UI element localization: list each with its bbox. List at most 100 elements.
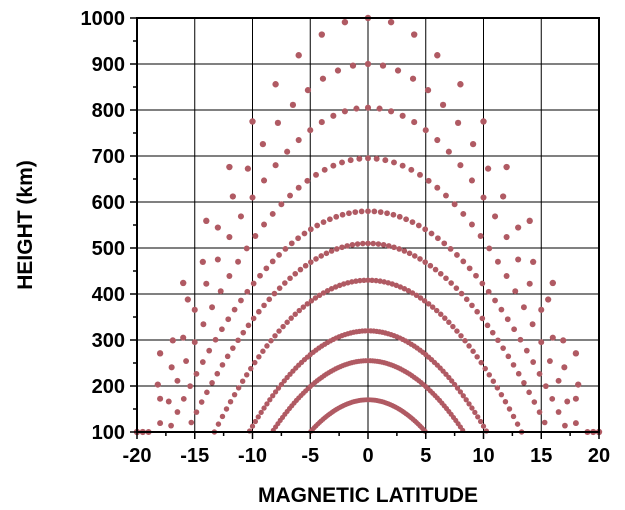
data-point (261, 221, 268, 228)
y-tick-label: 100 (92, 422, 125, 444)
data-point (546, 358, 553, 365)
data-point (396, 213, 403, 220)
data-point (206, 347, 213, 354)
data-point (264, 401, 270, 407)
data-point (261, 405, 267, 411)
data-point (443, 275, 449, 282)
data-point (276, 285, 283, 291)
data-point (503, 163, 510, 171)
data-point (489, 329, 496, 336)
data-point (282, 280, 288, 286)
data-point (267, 397, 273, 403)
data-point (257, 272, 263, 279)
data-point (500, 193, 507, 200)
data-point (427, 262, 434, 269)
data-point (313, 171, 319, 178)
data-point (469, 405, 475, 411)
data-point (235, 337, 241, 344)
data-point (365, 277, 371, 283)
data-point (409, 75, 417, 82)
data-point (334, 246, 340, 252)
x-tick-label: 15 (530, 445, 552, 467)
data-point (276, 252, 282, 258)
data-point (304, 87, 312, 94)
data-point (462, 338, 468, 344)
data-point (244, 288, 251, 295)
data-point (212, 336, 219, 343)
data-point (292, 270, 299, 277)
data-point (191, 306, 198, 313)
data-point (560, 337, 567, 344)
data-point (217, 288, 224, 295)
data-point (377, 278, 383, 284)
data-point (451, 201, 458, 208)
data-point (300, 304, 307, 310)
data-points (133, 14, 603, 436)
data-point (269, 258, 276, 265)
data-point (341, 108, 348, 115)
data-point (434, 184, 441, 191)
data-point (204, 389, 210, 396)
x-axis-title: MAGNETIC LATITUDE (258, 484, 478, 507)
data-point (494, 258, 501, 265)
data-point (450, 323, 456, 330)
data-point (320, 290, 327, 296)
data-point (244, 165, 252, 172)
series-805km (145, 104, 591, 436)
data-point (180, 334, 187, 341)
data-point (523, 347, 530, 354)
data-point (441, 240, 448, 247)
data-point (203, 280, 210, 287)
data-point (506, 406, 513, 412)
data-point (258, 409, 264, 416)
data-point (515, 370, 522, 377)
data-point (439, 101, 447, 109)
y-tick-label: 200 (92, 376, 125, 398)
data-point (417, 295, 424, 301)
grid (136, 17, 600, 433)
data-point (157, 395, 164, 402)
data-point (473, 272, 479, 279)
data-point (451, 381, 458, 388)
data-point (454, 252, 460, 258)
data-point (214, 224, 221, 231)
data-point (365, 208, 371, 215)
data-point (370, 240, 377, 247)
data-point (390, 211, 397, 218)
data-point (417, 171, 423, 178)
data-point (375, 241, 382, 247)
data-point (458, 290, 465, 297)
data-point (371, 208, 378, 215)
data-point (394, 67, 402, 74)
data-point (282, 246, 289, 252)
data-point (555, 377, 562, 384)
data-point (295, 184, 302, 191)
data-point (415, 222, 422, 229)
data-point (541, 419, 548, 426)
data-point (417, 256, 423, 262)
data-point (249, 118, 256, 125)
data-point (466, 343, 472, 349)
data-point (256, 354, 262, 360)
data-point (346, 210, 352, 217)
data-point (422, 259, 428, 265)
data-point (526, 217, 533, 225)
data-point (272, 389, 279, 395)
data-point (468, 177, 475, 184)
data-point (486, 372, 492, 378)
data-point (349, 62, 357, 69)
data-point (224, 353, 231, 360)
data-point (425, 301, 432, 307)
data-point (434, 52, 441, 59)
data-point (341, 18, 349, 26)
data-point (209, 380, 215, 386)
data-point (231, 391, 238, 398)
data-point (500, 345, 506, 351)
data-point (437, 270, 444, 277)
data-point (235, 385, 242, 391)
data-point (408, 166, 415, 173)
data-point (157, 420, 164, 427)
data-point (301, 230, 308, 237)
data-point (555, 409, 562, 415)
data-point (480, 118, 487, 125)
